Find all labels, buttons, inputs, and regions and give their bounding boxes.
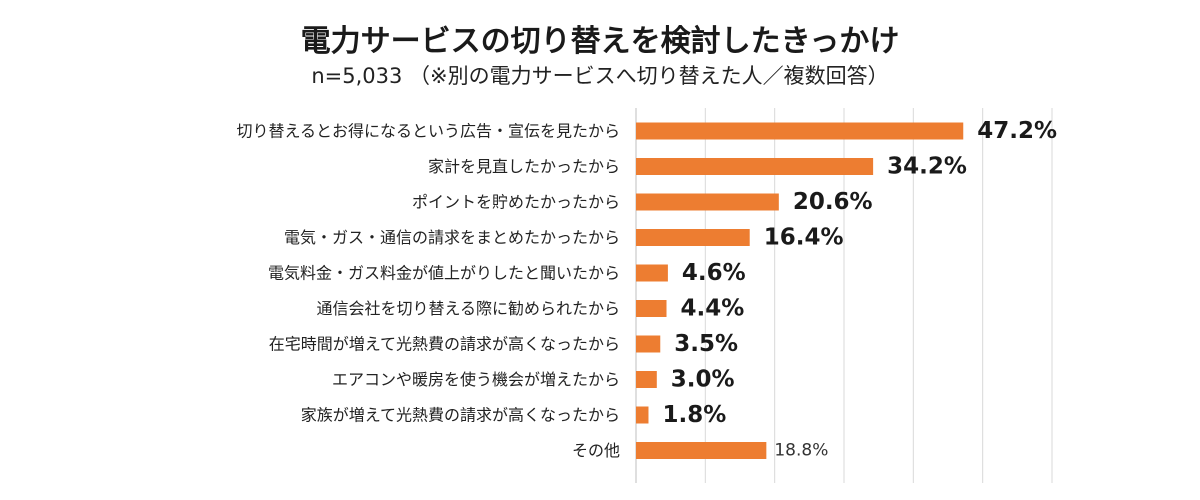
data-label: 1.8% — [662, 402, 726, 428]
bar — [636, 193, 779, 211]
data-label: 18.8% — [774, 441, 828, 461]
data-label: 4.6% — [682, 260, 746, 286]
category-label: 在宅時間が増えて光熱費の請求が高くなったから — [269, 335, 620, 354]
bar — [636, 442, 767, 459]
data-label: 20.6% — [793, 189, 873, 215]
category-label: その他 — [572, 441, 620, 460]
data-label: 34.2% — [887, 154, 967, 180]
category-label: エアコンや暖房を使う機会が増えたから — [332, 370, 620, 389]
data-label: 4.4% — [681, 296, 745, 322]
category-label: 家族が増えて光熱費の請求が高くなったから — [301, 406, 620, 425]
chart-subtitle: n=5,033 （※別の電力サービスへ切り替えた人／複数回答） — [311, 64, 889, 88]
bar — [636, 229, 750, 246]
bar — [636, 264, 668, 282]
bar — [636, 371, 657, 388]
category-label: 電気料金・ガス料金が値上がりしたと聞いたから — [268, 264, 620, 283]
category-label: 切り替えるとお得になるという広告・宣伝を見たから — [236, 122, 620, 141]
bar — [636, 335, 661, 353]
data-label: 16.4% — [764, 225, 844, 251]
data-label: 47.2% — [977, 118, 1057, 144]
category-label: ポイントを貯めたかったから — [412, 193, 620, 212]
bar — [636, 122, 964, 140]
category-label: 通信会社を切り替える際に勧められたから — [316, 299, 620, 318]
category-label: 電気・ガス・通信の請求をまとめたかったから — [284, 228, 620, 247]
bar — [636, 300, 667, 317]
bar — [636, 158, 874, 175]
bar — [636, 406, 649, 424]
chart-title: 電力サービスの切り替えを検討したきっかけ — [300, 24, 900, 59]
data-label: 3.0% — [671, 367, 735, 393]
data-label: 3.5% — [674, 331, 738, 357]
category-label: 家計を見直したかったから — [428, 157, 620, 176]
